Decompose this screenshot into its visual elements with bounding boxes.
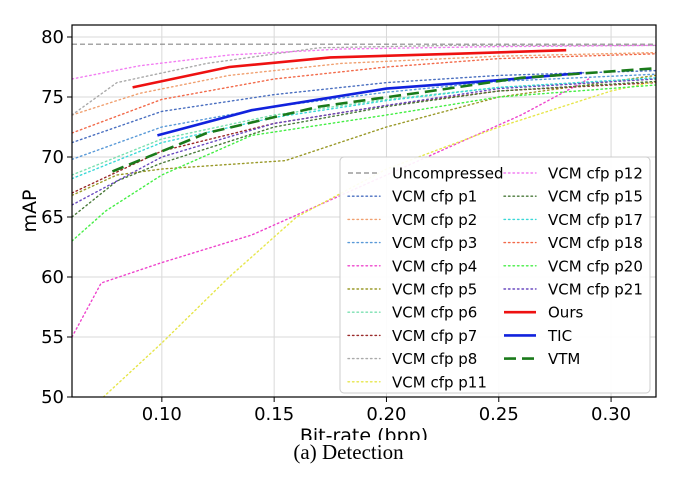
y-tick-label: 55 <box>41 327 64 348</box>
legend-box <box>339 156 651 394</box>
legend-label-vcm-cfp-p2: VCM cfp p2 <box>392 211 477 229</box>
series-line-vcm-cfp-p12 <box>72 44 656 80</box>
series-line-vtm <box>111 66 656 173</box>
y-tick-label: 50 <box>41 387 64 408</box>
legend-label-vcm-cfp-p4: VCM cfp p4 <box>392 257 477 275</box>
series-line-vcm-cfp-p21 <box>72 78 656 206</box>
y-tick-label: 70 <box>41 147 64 168</box>
series-line-vcm-cfp-p1 <box>72 69 656 144</box>
legend-label-vcm-cfp-p8: VCM cfp p8 <box>392 350 477 368</box>
axes-frame <box>71 24 657 398</box>
legend-label-vcm-cfp-p12: VCM cfp p12 <box>548 165 643 183</box>
series-line-vcm-cfp-p17 <box>72 77 656 180</box>
series-line-vcm-cfp-p8 <box>72 44 656 116</box>
y-tick-label: 60 <box>41 267 64 288</box>
y-tick-label: 75 <box>41 87 64 108</box>
y-axis-label: mAP <box>19 190 41 233</box>
x-tick-label: 0.25 <box>479 404 519 425</box>
series-line-vcm-cfp-p3 <box>72 73 656 161</box>
x-tick-label: 0.20 <box>366 404 406 425</box>
legend-label-vcm-cfp-p17: VCM cfp p17 <box>548 211 643 229</box>
legend-label-vcm-cfp-p5: VCM cfp p5 <box>392 281 477 299</box>
legend-label-vcm-cfp-p21: VCM cfp p21 <box>548 281 643 299</box>
legend-label-vcm-cfp-p18: VCM cfp p18 <box>548 234 643 252</box>
series-line-vcm-cfp-p20 <box>72 84 656 242</box>
legend-label-uncompressed: Uncompressed <box>392 165 504 183</box>
y-tick-label: 80 <box>41 27 64 48</box>
figure-caption: (a) Detection <box>293 440 404 464</box>
series-line-vcm-cfp-p2 <box>72 51 656 116</box>
series-line-vcm-cfp-p15 <box>72 80 656 218</box>
legend-label-vcm-cfp-p1: VCM cfp p1 <box>392 188 477 206</box>
y-tick-label: 65 <box>41 207 64 228</box>
x-axis-label: Bit-rate (bpp) <box>300 425 428 440</box>
legend-label-ours: Ours <box>548 304 583 322</box>
series-line-vcm-cfp-p4 <box>72 78 590 338</box>
series-line-ours <box>132 48 567 89</box>
x-tick-label: 0.15 <box>254 404 294 425</box>
legend-label-vcm-cfp-p6: VCM cfp p6 <box>392 304 477 322</box>
detection-chart: 0.10 0.15 0.20 0.25 0.30 50 55 60 65 70 75 80 Bit-r… <box>19 24 657 440</box>
legend-label-vcm-cfp-p11: VCM cfp p11 <box>392 373 487 391</box>
series-line-vcm-cfp-p18 <box>72 53 656 134</box>
legend-label-vtm: VTM <box>548 350 580 368</box>
legend-label-vcm-cfp-p7: VCM cfp p7 <box>392 327 477 345</box>
legend-label-vcm-cfp-p3: VCM cfp p3 <box>392 234 477 252</box>
legend-label-vcm-cfp-p15: VCM cfp p15 <box>548 188 643 206</box>
axis-ticks: 0.10 0.15 0.20 0.25 0.30 50 55 60 65 70 75 80 <box>41 27 631 425</box>
legend-label-vcm-cfp-p20: VCM cfp p20 <box>548 257 643 275</box>
legend-label-tic: TIC <box>547 327 572 345</box>
plot-area <box>72 43 656 397</box>
x-tick-label: 0.30 <box>591 404 631 425</box>
series-line-tic <box>157 71 583 137</box>
legend: Uncompressed VCM cfp p1 VCM cfp p2 VCM cfp … <box>339 156 651 394</box>
x-tick-label: 0.10 <box>142 404 182 425</box>
